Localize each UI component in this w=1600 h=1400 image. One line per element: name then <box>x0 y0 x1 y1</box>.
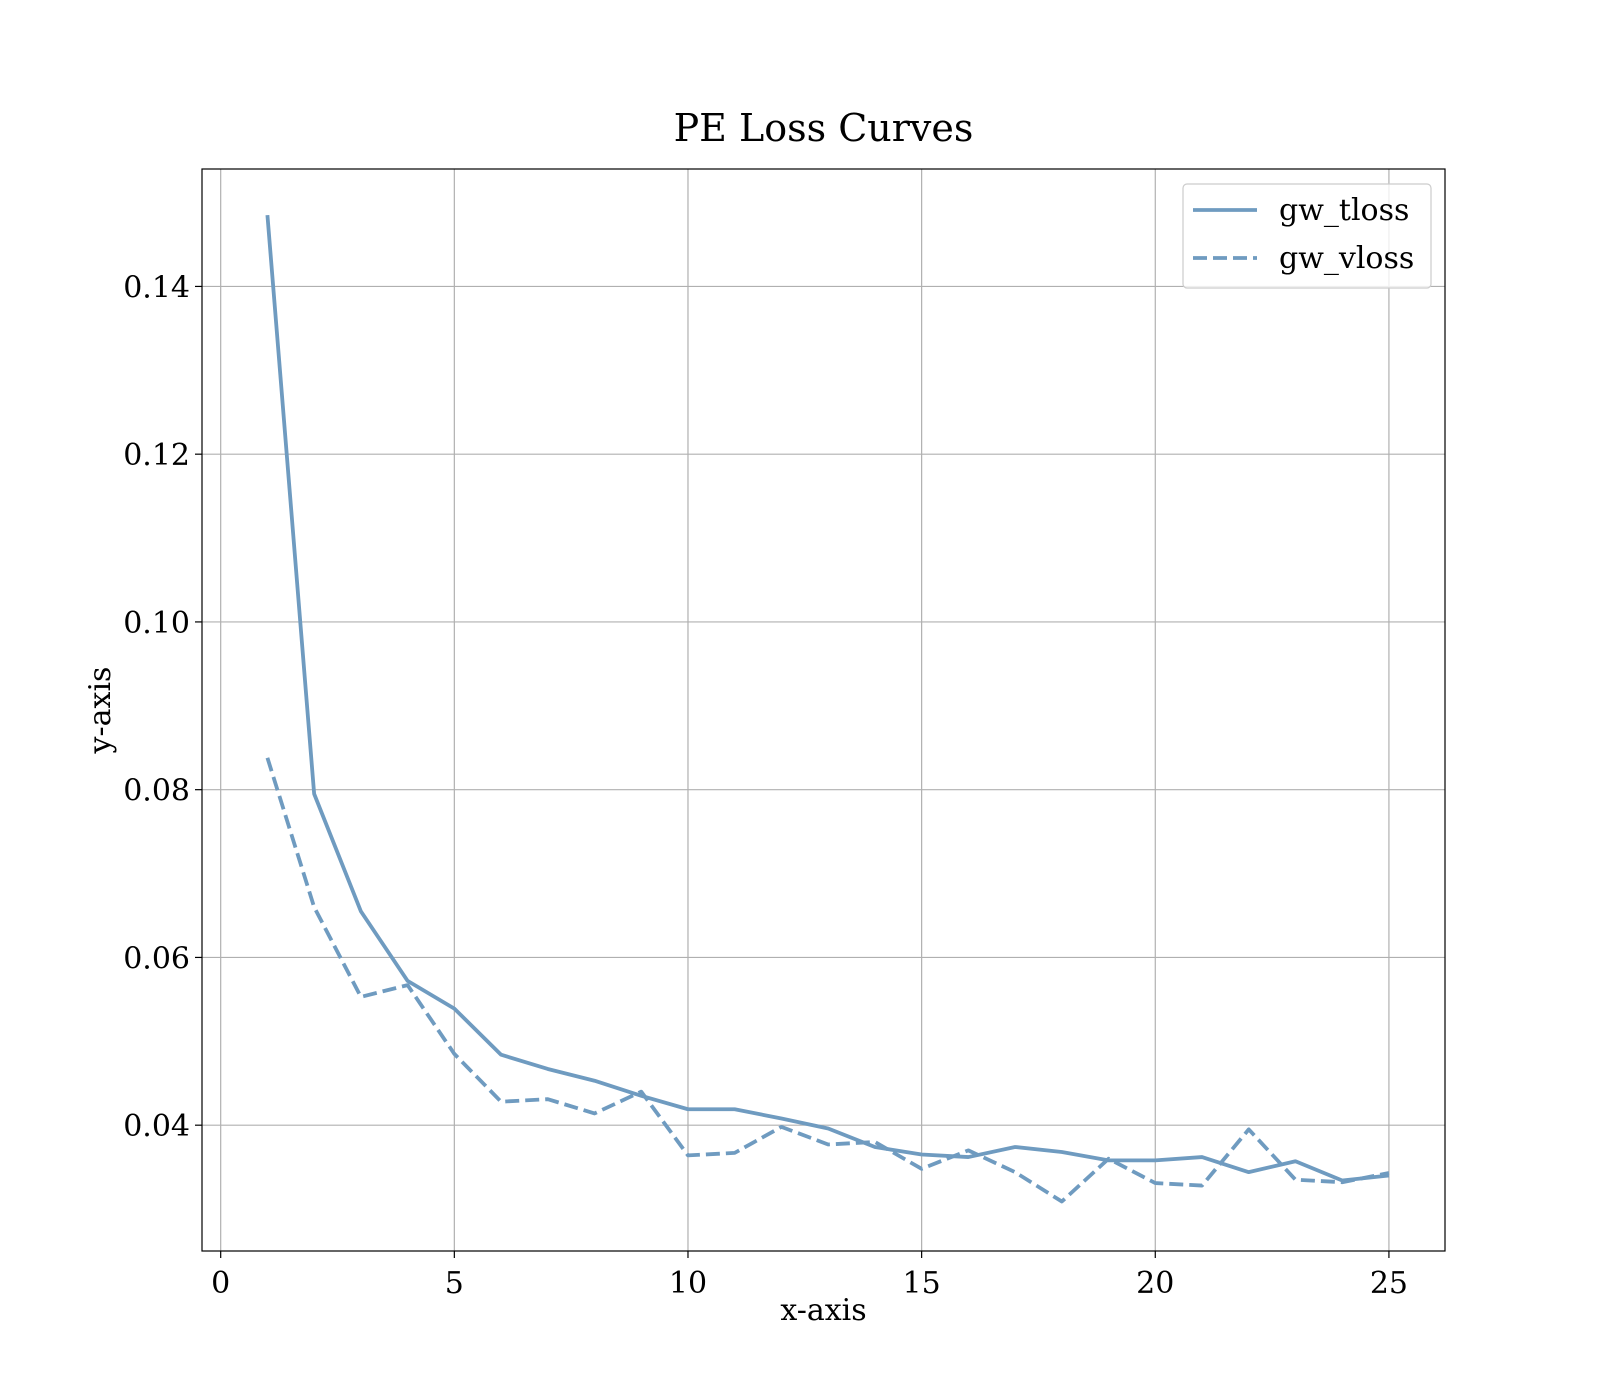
data-point-gw-vloss <box>359 995 363 999</box>
data-point-gw-vloss <box>873 1140 877 1144</box>
data-point-gw-vloss <box>1107 1157 1111 1161</box>
series-line-gw-tloss <box>265 214 1390 1183</box>
chart-title: PE Loss Curves <box>674 106 974 150</box>
y-tick-label: 0.04 <box>123 1109 190 1144</box>
data-point-gw-vloss <box>920 1167 924 1171</box>
data-point-gw-vloss <box>1200 1184 1204 1188</box>
data-point-gw-vloss <box>499 1100 503 1104</box>
series-line-gw-vloss <box>265 757 1390 1204</box>
y-tick-label: 0.10 <box>123 606 190 641</box>
data-point-gw-vloss <box>1060 1200 1064 1204</box>
y-tick-label: 0.12 <box>123 438 190 473</box>
data-point-gw-tloss <box>312 792 316 796</box>
data-point-gw-tloss <box>452 1007 456 1011</box>
x-tick-label: 5 <box>445 1266 464 1301</box>
grid-lines <box>202 169 1445 1251</box>
data-point-gw-tloss <box>359 909 363 913</box>
data-point-gw-tloss <box>406 979 410 983</box>
data-point-gw-vloss <box>1387 1171 1391 1175</box>
plot-area-frame <box>201 168 1446 1252</box>
data-point-gw-tloss <box>686 1107 690 1111</box>
data-point-gw-tloss <box>265 213 269 217</box>
data-point-gw-vloss <box>546 1097 550 1101</box>
x-tick-label: 0 <box>211 1266 230 1301</box>
x-tick-label: 25 <box>1370 1266 1408 1301</box>
y-tick-label: 0.06 <box>123 941 190 976</box>
data-point-gw-vloss <box>265 756 269 760</box>
x-tick-label: 15 <box>903 1266 941 1301</box>
data-point-gw-vloss <box>1153 1181 1157 1185</box>
data-point-gw-tloss <box>1013 1145 1017 1149</box>
data-point-gw-tloss <box>733 1107 737 1111</box>
data-point-gw-tloss <box>873 1145 877 1149</box>
data-point-gw-vloss <box>1340 1180 1344 1184</box>
data-point-gw-vloss <box>1293 1178 1297 1182</box>
data-point-gw-vloss <box>452 1052 456 1056</box>
data-point-gw-tloss <box>593 1079 597 1083</box>
legend-entry-gw-vloss: gw_vloss <box>1279 241 1414 276</box>
y-tick-label: 0.08 <box>123 774 190 809</box>
data-point-gw-vloss <box>406 983 410 987</box>
data-point-gw-tloss <box>826 1127 830 1131</box>
axis-ticks: 0 5 10 15 20 25 0.04 0.06 0.08 0.10 0.12 0.14 <box>123 270 1408 1301</box>
data-point-gw-vloss <box>1247 1127 1251 1131</box>
y-axis-label: y-axis <box>83 667 118 755</box>
data-point-gw-tloss <box>1247 1170 1251 1174</box>
x-axis-label: x-axis <box>780 1293 866 1328</box>
data-point-gw-vloss <box>826 1142 830 1146</box>
data-point-gw-tloss <box>499 1053 503 1057</box>
data-point-gw-vloss <box>1013 1170 1017 1174</box>
data-point-gw-tloss <box>546 1067 550 1071</box>
data-point-gw-tloss <box>966 1155 970 1159</box>
series-lines <box>265 213 1391 1204</box>
data-point-gw-vloss <box>779 1125 783 1129</box>
x-tick-label: 10 <box>669 1266 707 1301</box>
data-point-gw-tloss <box>1060 1150 1064 1154</box>
data-point-gw-tloss <box>1293 1159 1297 1163</box>
data-point-gw-vloss <box>733 1151 737 1155</box>
data-point-gw-vloss <box>593 1111 597 1115</box>
data-point-gw-vloss <box>639 1090 643 1094</box>
data-point-gw-tloss <box>920 1153 924 1157</box>
data-point-gw-vloss <box>312 905 316 909</box>
data-point-gw-vloss <box>966 1148 970 1152</box>
data-point-gw-tloss <box>1153 1158 1157 1162</box>
x-tick-label: 20 <box>1136 1266 1174 1301</box>
data-point-gw-tloss <box>1200 1155 1204 1159</box>
y-tick-label: 0.14 <box>123 270 190 305</box>
data-point-gw-tloss <box>779 1116 783 1120</box>
legend-entry-gw-tloss: gw_tloss <box>1279 193 1409 228</box>
legend: gw_tloss gw_vloss <box>1182 183 1432 289</box>
data-point-gw-vloss <box>686 1153 690 1157</box>
